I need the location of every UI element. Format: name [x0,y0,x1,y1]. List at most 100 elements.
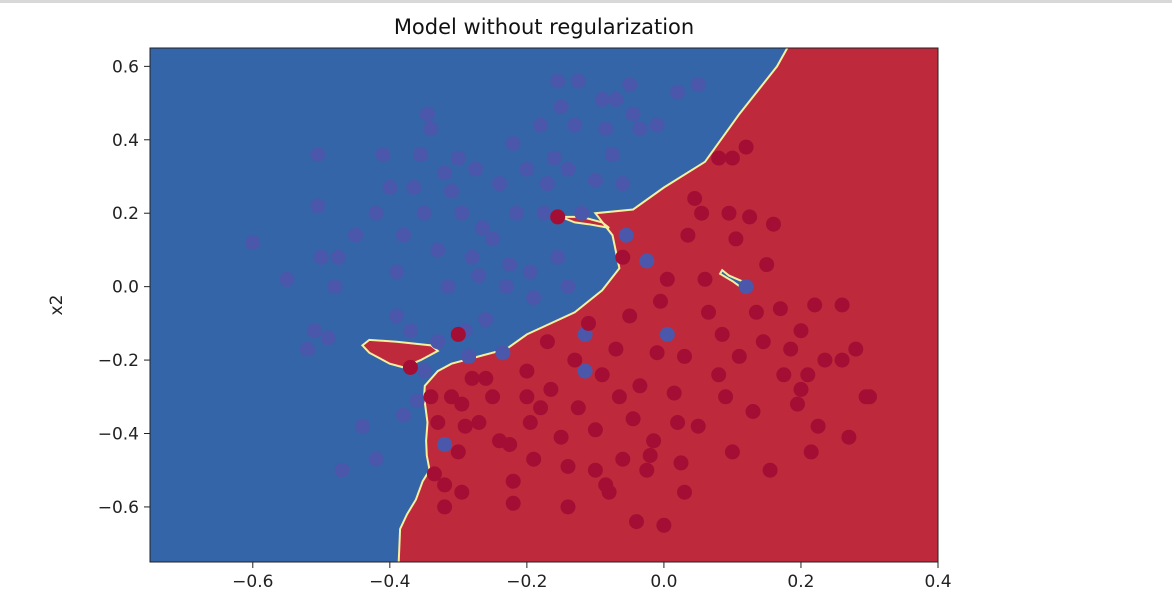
red-data-point [721,205,737,221]
red-data-point [457,418,473,434]
blue-data-point [430,334,446,350]
red-data-point [632,378,648,394]
blue-data-point [430,242,446,258]
blue-data-point [307,323,322,339]
blue-data-point [526,290,542,306]
x-tick-label: −0.6 [232,572,273,592]
red-data-point [673,455,689,471]
blue-data-point [495,345,511,361]
red-data-point [766,216,781,232]
blue-data-point [553,99,569,115]
blue-data-point [461,348,477,364]
red-data-point [601,484,617,500]
red-data-point [560,459,576,474]
y-tick-label: 0.0 [112,278,139,298]
y-axis-label: x2 [47,295,67,316]
blue-data-point [402,323,418,339]
red-data-point [560,499,576,515]
blue-data-point [450,150,466,166]
red-data-point [615,451,631,467]
blue-data-point [649,117,665,133]
red-data-point [622,308,638,324]
blue-data-point [423,121,439,137]
blue-data-point [546,150,562,166]
red-data-point [666,385,682,401]
red-data-point [550,209,566,225]
red-data-point [755,334,771,350]
red-data-point [426,466,442,482]
red-data-point [522,415,538,430]
red-data-point [776,367,792,383]
red-data-point [430,415,446,430]
blue-data-point [690,77,706,93]
red-data-point [694,205,710,221]
blue-data-point [632,121,648,137]
red-data-point [502,437,518,452]
red-data-point [471,415,487,430]
red-data-point [646,433,662,449]
red-data-point [834,297,850,313]
blue-data-point [498,279,514,295]
red-data-point [478,370,494,386]
blue-data-point [471,268,487,284]
blue-data-point [567,117,583,133]
blue-data-point [468,161,483,177]
plot-area [150,48,938,562]
x-tick-label: 0.4 [924,572,951,592]
red-data-point [670,415,686,430]
blue-data-point [454,205,470,221]
blue-data-point [444,183,459,199]
red-data-point [423,389,439,405]
blue-data-point [618,227,634,243]
blue-data-point [509,205,525,221]
blue-data-point [502,257,518,273]
red-data-point [742,209,758,225]
red-data-point [594,367,610,383]
red-data-point [687,191,703,206]
red-data-point [656,517,672,533]
blue-data-point [738,279,754,295]
blue-data-point [625,106,641,122]
blue-data-point [574,205,590,221]
blue-data-point [300,341,316,357]
y-tick-label: 0.6 [112,57,139,77]
red-data-point [450,444,466,460]
red-data-point [680,227,696,243]
blue-data-point [245,235,261,251]
blue-data-point [437,165,453,181]
blue-data-point [639,253,655,269]
red-data-point [793,323,809,339]
x-tick-label: −0.4 [369,572,410,592]
decision-boundary [397,48,789,562]
blue-data-point [615,176,631,192]
red-data-point [810,418,826,434]
blue-data-point [416,363,432,379]
red-data-point [817,352,833,368]
blue-data-point [382,180,398,195]
red-data-point [748,304,764,320]
red-data-point [659,271,675,287]
blue-data-point [389,308,405,324]
blue-data-point [605,147,620,162]
red-data-point [639,462,655,478]
red-data-point [841,429,857,445]
blue-data-point [536,205,552,221]
red-data-point [731,348,747,364]
blue-data-point [354,418,370,434]
red-data-point [649,345,665,361]
red-data-point [790,396,805,412]
red-data-point [608,341,624,357]
red-data-point [642,448,658,463]
blue-data-point [570,73,586,89]
blue-data-point [608,91,624,107]
chart-title: Model without regularization [394,15,694,39]
y-tick-label: −0.4 [98,425,139,445]
red-data-point [587,462,603,478]
red-data-point [570,400,586,416]
red-data-point [543,381,559,397]
red-data-point [450,326,466,342]
plot-frame [149,47,939,563]
red-data-point [485,389,501,405]
blue-data-point [368,205,384,221]
